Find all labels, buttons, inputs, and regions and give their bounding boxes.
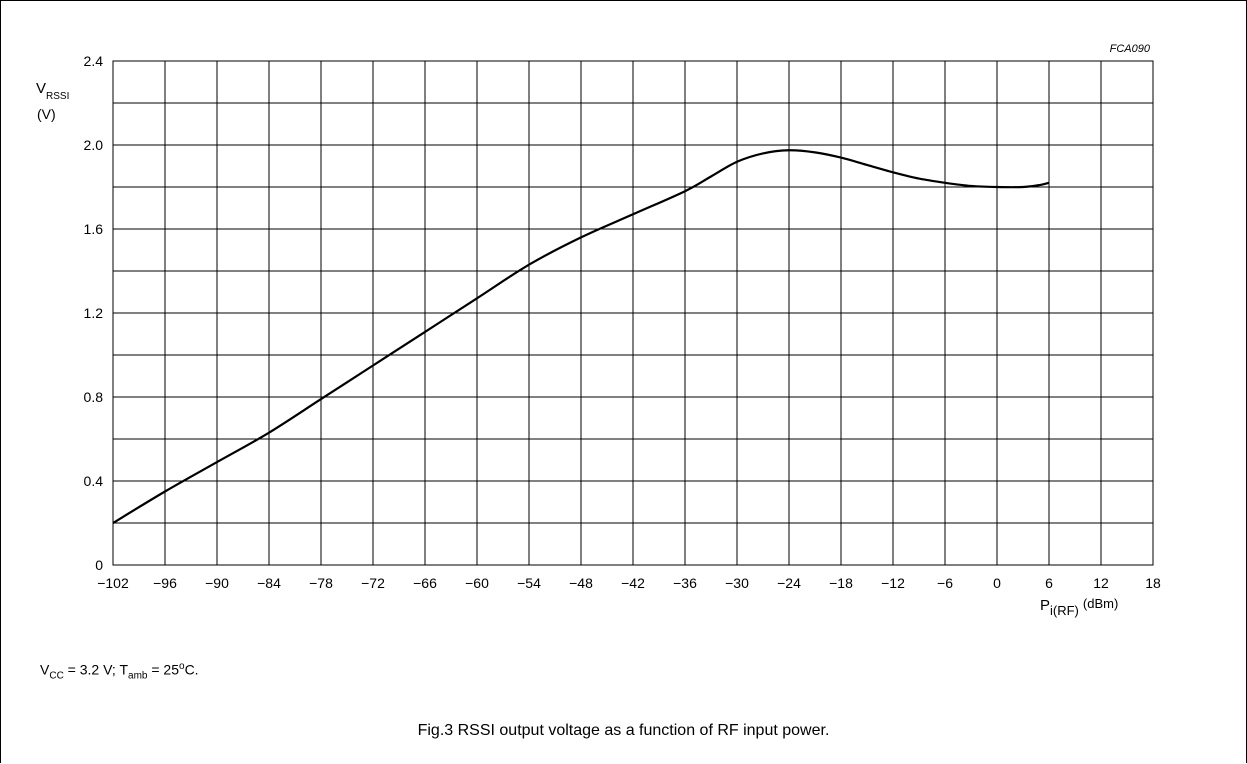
vcc-subscript: CC [49, 670, 64, 682]
y-tick-label: 1.2 [84, 305, 104, 321]
x-tick-label: −96 [153, 575, 177, 591]
x-axis-symbol: P [1040, 597, 1050, 614]
x-tick-label: −72 [361, 575, 385, 591]
x-tick-label: 0 [993, 575, 1001, 591]
figure-caption: Fig.3 RSSI output voltage as a function … [417, 722, 830, 739]
x-tick-label: −90 [205, 575, 229, 591]
y-tick-label: 0.8 [84, 389, 104, 405]
series-layer [112, 149, 1050, 524]
y-tick-label: 0 [95, 557, 103, 573]
x-axis-subscript: i(RF) [1050, 603, 1079, 618]
y-tick-label: 2.4 [84, 53, 104, 69]
x-tick-label: −48 [569, 575, 593, 591]
y-axis-label: VRSSI [36, 80, 69, 102]
x-tick-label: −42 [621, 575, 645, 591]
x-tick-label: −12 [881, 575, 905, 591]
y-tick-label: 0.4 [84, 473, 104, 489]
vcc-value: = 3.2 V; [63, 661, 120, 678]
tick-labels: −102 −96 −90 −84 −78 −72 −66 −60 −54 −48 −42 −36 −30… [84, 53, 1161, 591]
x-tick-label: −18 [829, 575, 853, 591]
tamb-subscript: amb [128, 670, 148, 682]
y-tick-label: 1.6 [84, 221, 104, 237]
test-conditions: VCC = 3.2 V; Tamb = 25oC. [40, 661, 199, 681]
y-tick-label: 2.0 [84, 137, 104, 153]
x-tick-label: −36 [673, 575, 697, 591]
x-tick-label: −24 [777, 575, 801, 591]
x-tick-label: −102 [97, 575, 129, 591]
tamb-symbol: T [119, 661, 129, 678]
chart-grid [112, 60, 1154, 566]
vcc-symbol: V [40, 661, 50, 678]
x-tick-label: −6 [937, 575, 953, 591]
x-tick-label: −78 [309, 575, 333, 591]
x-axis-unit: (dBm) [1083, 596, 1118, 611]
degree-symbol: o [179, 661, 185, 672]
y-axis-symbol: V [36, 80, 46, 97]
x-tick-label: 18 [1145, 575, 1161, 591]
x-tick-label: 6 [1045, 575, 1053, 591]
x-tick-label: −66 [413, 575, 437, 591]
plot-border [112, 60, 1154, 566]
x-tick-label: −30 [725, 575, 749, 591]
x-tick-label: −60 [465, 575, 489, 591]
tamb-value: = 25 [147, 661, 179, 678]
x-tick-label: 12 [1093, 575, 1109, 591]
tamb-unit: C. [184, 661, 199, 678]
y-axis-subscript: RSSI [46, 91, 69, 102]
figure-id: FCA090 [1110, 43, 1151, 55]
x-axis-label: Pi(RF) (dBm) [1040, 596, 1118, 618]
y-axis-unit: (V) [37, 106, 56, 122]
series-line [112, 149, 1050, 524]
x-tick-label: −84 [257, 575, 281, 591]
x-tick-label: −54 [517, 575, 541, 591]
